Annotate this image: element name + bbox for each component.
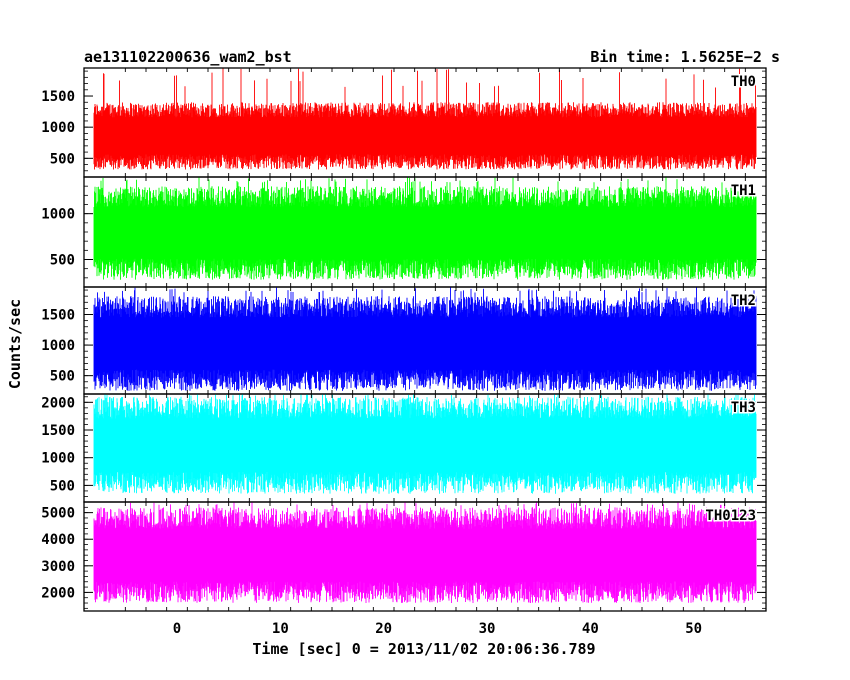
y-tick-label: 1500 xyxy=(41,89,75,105)
y-tick-label: 500 xyxy=(50,369,75,385)
y-tick-label: 1000 xyxy=(41,207,75,223)
series-th0 xyxy=(93,68,757,170)
panel-th0: 500 1000 1500 TH0 xyxy=(41,67,767,178)
series-label: TH0123 xyxy=(705,508,756,524)
series-label: TH2 xyxy=(731,293,756,309)
y-tick-label: 500 xyxy=(50,151,75,167)
panel-th0123: 2000 3000 4000 5000 TH0123 xyxy=(41,501,767,612)
panels: 50010001500TH05001000TH150010001500TH250… xyxy=(41,67,767,612)
panel-frame xyxy=(83,501,767,612)
series-label: TH3 xyxy=(731,400,756,416)
x-tick-label: 40 xyxy=(582,621,599,637)
series-label: TH0 xyxy=(731,74,756,90)
panel-th2: 500 1000 1500 TH2 xyxy=(41,286,767,395)
x-tick-label: 20 xyxy=(375,621,392,637)
x-tick-label: 10 xyxy=(272,621,289,637)
series-th1 xyxy=(93,177,757,280)
y-tick-label: 2000 xyxy=(41,395,75,411)
y-tick-label: 4000 xyxy=(41,532,75,548)
series-th3 xyxy=(93,394,757,494)
x-tick-label: 30 xyxy=(479,621,496,637)
chart-title: ae131102200636_wam2_bst xyxy=(84,48,292,66)
x-axis-label: Time [sec] 0 = 2013/11/02 20:06:36.789 xyxy=(252,640,595,658)
y-tick-label: 500 xyxy=(50,478,75,494)
x-axis: 0 10 20 30 40 50 xyxy=(173,621,702,637)
x-tick-label: 50 xyxy=(685,621,702,637)
series-th2 xyxy=(93,287,757,391)
panel-th1: 500 1000 TH1 xyxy=(41,176,767,288)
y-tick-label: 1500 xyxy=(41,423,75,439)
panel-th3: 500 1000 1500 2000 TH3 xyxy=(41,393,767,503)
y-tick-label: 1500 xyxy=(41,308,75,324)
y-tick-label: 3000 xyxy=(41,559,75,575)
y-tick-label: 500 xyxy=(50,253,75,269)
y-axis-label: Counts/sec xyxy=(6,299,24,389)
y-tick-label: 5000 xyxy=(41,506,75,522)
x-tick-label: 0 xyxy=(173,621,181,637)
bin-time-label: Bin time: 1.5625E−2 s xyxy=(590,48,780,66)
y-tick-label: 1000 xyxy=(41,451,75,467)
series-th0123 xyxy=(93,502,757,603)
y-tick-label: 2000 xyxy=(41,585,75,601)
y-tick-label: 1000 xyxy=(41,338,75,354)
series-label: TH1 xyxy=(731,183,756,199)
y-tick-label: 1000 xyxy=(41,120,75,136)
